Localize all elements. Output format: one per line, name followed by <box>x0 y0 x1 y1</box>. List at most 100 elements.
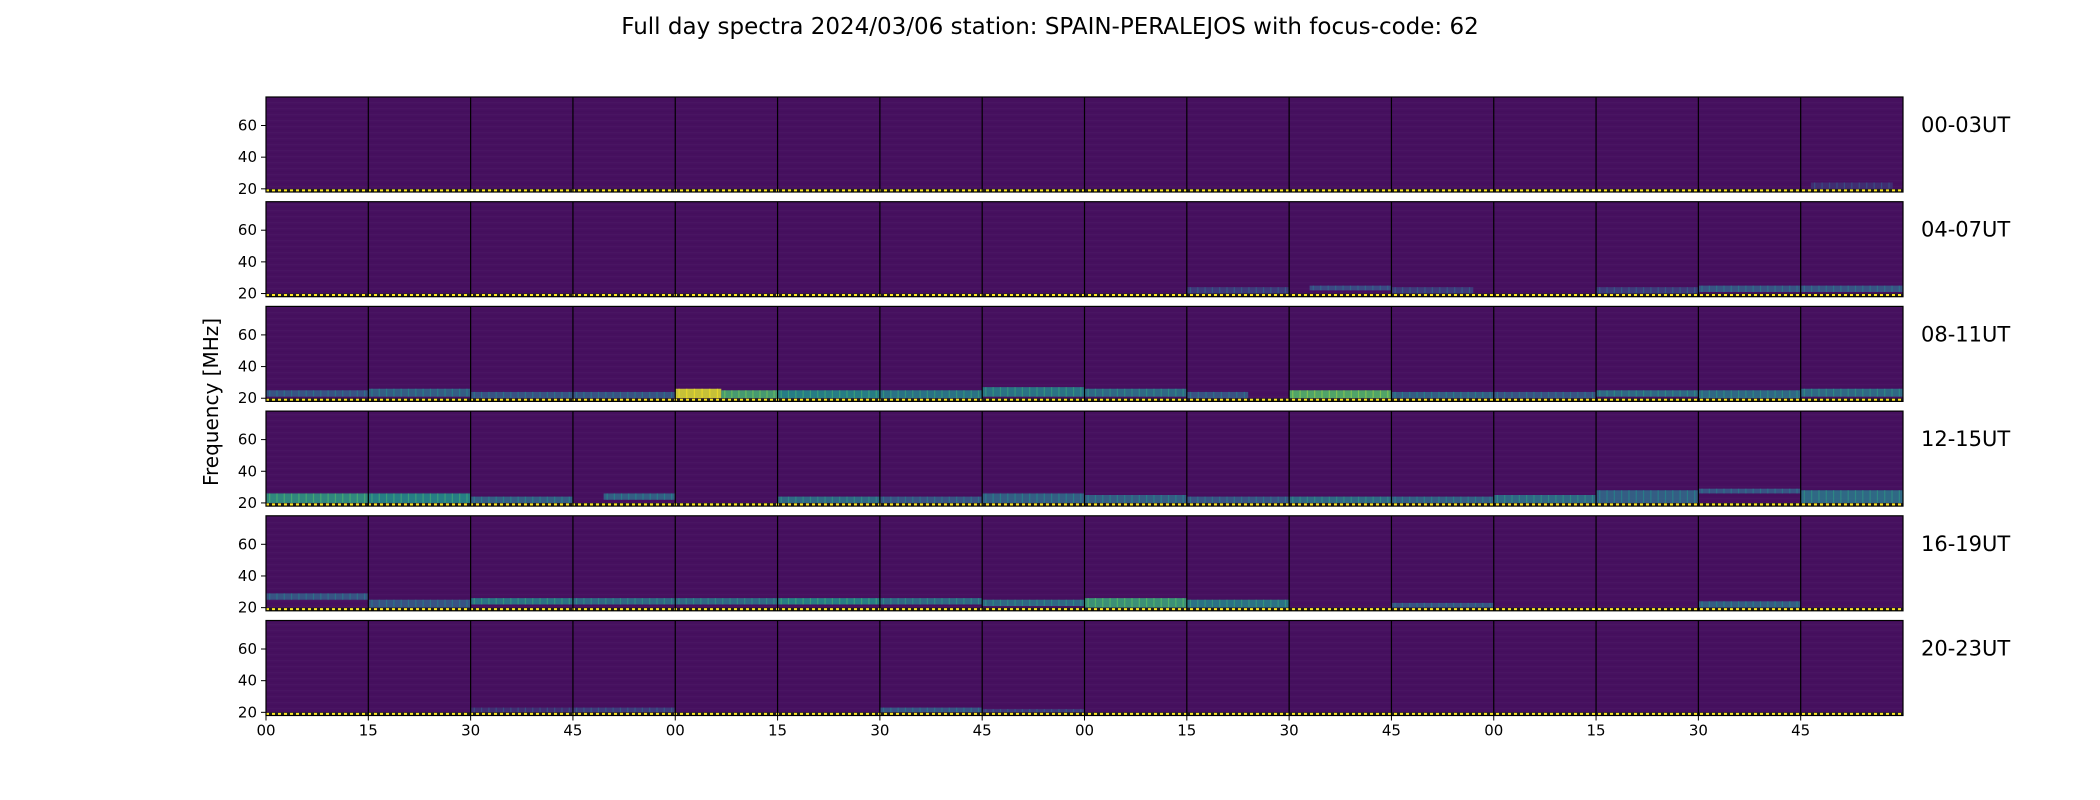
spectra-row-frame <box>265 305 1904 402</box>
emission-patch <box>470 598 573 605</box>
emission-patch <box>1084 495 1187 503</box>
y-tick-label: 60 <box>238 326 257 344</box>
emission-patch <box>470 391 573 399</box>
y-tick-label: 40 <box>238 358 257 376</box>
emission-patch <box>879 390 983 399</box>
y-tick-label: 40 <box>238 567 257 585</box>
x-tick-label: 15 <box>1587 722 1606 740</box>
y-tick-label: 40 <box>238 462 257 480</box>
emission-patch <box>1289 496 1392 503</box>
emission-patch <box>1493 391 1597 399</box>
y-tick-label: 20 <box>238 599 257 617</box>
emission-patch <box>675 388 722 399</box>
emission-patch <box>777 390 880 399</box>
emission-patch <box>1698 390 1801 399</box>
y-tick-label: 40 <box>238 253 257 271</box>
spectra-row-00-03UT: 20 40 60 00-03UT <box>238 96 2010 198</box>
row-label: 16-19UT <box>1921 532 2010 556</box>
emission-patch <box>266 493 369 503</box>
x-tick-label: 15 <box>359 722 378 740</box>
spectra-row-frame <box>265 201 1904 298</box>
emission-patch <box>603 493 676 500</box>
x-tick-label: 30 <box>461 722 480 740</box>
emission-patch <box>572 707 676 713</box>
emission-patch <box>1698 601 1801 608</box>
emission-patch <box>368 388 471 397</box>
emission-patch <box>1186 287 1290 294</box>
row-label: 00-03UT <box>1921 113 2010 137</box>
emission-patch <box>1800 388 1903 397</box>
emission-patch <box>1596 490 1699 503</box>
emission-patch <box>1186 496 1290 503</box>
spectra-row-04-07UT: 20 40 60 04-07UT <box>238 201 2010 303</box>
y-tick-label: 60 <box>238 117 257 135</box>
emission-patch <box>1596 390 1699 397</box>
x-tick-label: 45 <box>1382 722 1401 740</box>
row-label: 04-07UT <box>1921 218 2010 242</box>
emission-patch <box>982 599 1085 607</box>
emission-patch <box>1698 488 1801 494</box>
emission-patch <box>879 707 983 713</box>
x-tick-label: 00 <box>1484 722 1503 740</box>
emission-patch <box>879 496 983 503</box>
emission-patch <box>1391 602 1494 608</box>
emission-patch <box>777 496 880 503</box>
x-tick-label: 45 <box>973 722 992 740</box>
x-tick-label: 30 <box>870 722 889 740</box>
spectra-row-08-11UT: 20 40 60 08-11UT <box>238 305 2010 407</box>
emission-patch <box>675 598 778 605</box>
emission-patch <box>1391 496 1494 503</box>
x-tick-label: 30 <box>1280 722 1299 740</box>
y-axis-label: Frequency [MHz] <box>199 318 223 486</box>
emission-patch <box>879 598 983 605</box>
spectra-row-16-19UT: 20 40 60 16-19UT <box>238 515 2010 617</box>
emission-patch <box>1289 390 1392 399</box>
y-tick-label: 60 <box>238 640 257 658</box>
emission-patch <box>1493 495 1597 503</box>
emission-patch <box>1186 391 1249 399</box>
y-tick-label: 40 <box>238 148 257 166</box>
emission-patch <box>1800 285 1903 292</box>
emission-patch <box>777 598 880 605</box>
x-tick-label: 00 <box>666 722 685 740</box>
emission-patch <box>368 493 471 503</box>
emission-patch <box>1698 285 1801 292</box>
spectra-row-20-23UT: 20 40 60 20-23UT <box>238 619 2010 721</box>
x-axis-ticks: 00 15 30 45 00 15 30 45 00 15 30 45 00 15 30 45 <box>256 715 1810 740</box>
row-label: 20-23UT <box>1921 637 2010 661</box>
emission-patch <box>368 599 471 608</box>
y-tick-label: 60 <box>238 221 257 239</box>
emission-patch <box>1391 391 1494 399</box>
spectra-row-frame <box>265 410 1904 507</box>
emission-patch <box>470 707 573 713</box>
y-tick-label: 20 <box>238 180 257 198</box>
y-tick-label: 60 <box>238 431 257 449</box>
spectra-row-frame <box>265 515 1904 612</box>
x-tick-label: 15 <box>1177 722 1196 740</box>
y-tick-label: 20 <box>238 285 257 303</box>
x-tick-label: 00 <box>1075 722 1094 740</box>
emission-patch <box>982 493 1085 503</box>
emission-patch <box>1084 388 1187 397</box>
emission-patch <box>266 593 369 600</box>
emission-patch <box>1596 287 1699 294</box>
x-tick-label: 30 <box>1689 722 1708 740</box>
x-tick-label: 00 <box>256 722 275 740</box>
emission-patch <box>721 390 778 399</box>
emission-patch <box>1186 599 1290 608</box>
emission-patch <box>1800 490 1903 503</box>
spectra-row-12-15UT: 20 40 60 12-15UT <box>238 410 2010 512</box>
x-tick-label: 45 <box>1791 722 1810 740</box>
row-label: 12-15UT <box>1921 427 2010 451</box>
y-tick-label: 60 <box>238 535 257 553</box>
emission-patch <box>572 391 676 399</box>
emission-patch <box>982 387 1085 397</box>
emission-patch <box>266 390 369 397</box>
x-tick-label: 45 <box>563 722 582 740</box>
emission-patch <box>470 496 573 503</box>
spectra-row-frame <box>265 96 1904 193</box>
y-tick-label: 20 <box>238 494 257 512</box>
chart-title: Full day spectra 2024/03/06 station: SPA… <box>621 14 1479 40</box>
